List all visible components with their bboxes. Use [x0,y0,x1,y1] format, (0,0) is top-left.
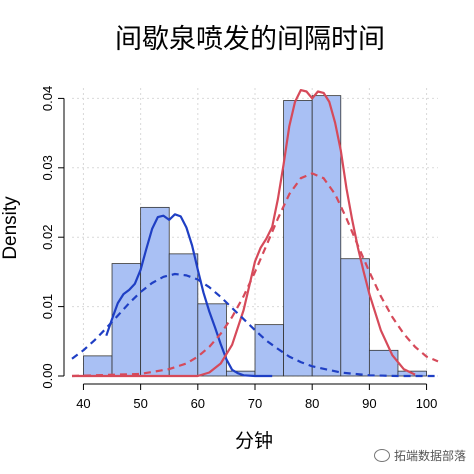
y-tick-label-3: 0.03 [40,155,55,180]
histogram-bars [83,95,427,377]
density-curve-1 [72,88,416,378]
histogram-bar-2 [140,206,170,377]
x-tick-label-1: 50 [133,396,147,411]
y-axis-label: Density [0,196,21,260]
wechat-icon [373,449,390,462]
chart-title: 间歇泉喷发的间隔时间 [115,24,385,55]
x-tick-label-5: 90 [362,396,376,411]
x-tick-label-0: 40 [76,396,90,411]
axes: 40 50 60 70 80 90 100 0.00 0.01 0.02 0.03 0.04 [40,86,437,411]
histogram-bar-3 [168,253,199,377]
watermark-text: 拓端数据部落 [393,449,466,463]
x-axis-label: 分钟 [235,430,273,452]
density-curve-0 [105,213,273,378]
histogram-bar-0 [83,355,113,377]
watermark: 拓端数据部落 [373,447,466,464]
x-tick-label-2: 60 [191,396,205,411]
x-tick-label-3: 70 [248,396,262,411]
density-curve-3 [71,172,439,378]
histogram-bar-10 [368,349,399,377]
x-tick-label-4: 80 [305,396,319,411]
x-tick-label-6: 100 [416,396,438,411]
y-tick-label-0: 0.00 [40,363,55,388]
histogram-bar-8 [311,95,342,377]
y-tick-label-4: 0.04 [40,86,55,111]
density-curves [71,88,439,378]
y-tick-label-1: 0.01 [40,294,55,319]
histogram-bar-4 [197,303,227,377]
y-tick-label-2: 0.02 [40,225,55,250]
histogram-bar-7 [283,100,313,377]
